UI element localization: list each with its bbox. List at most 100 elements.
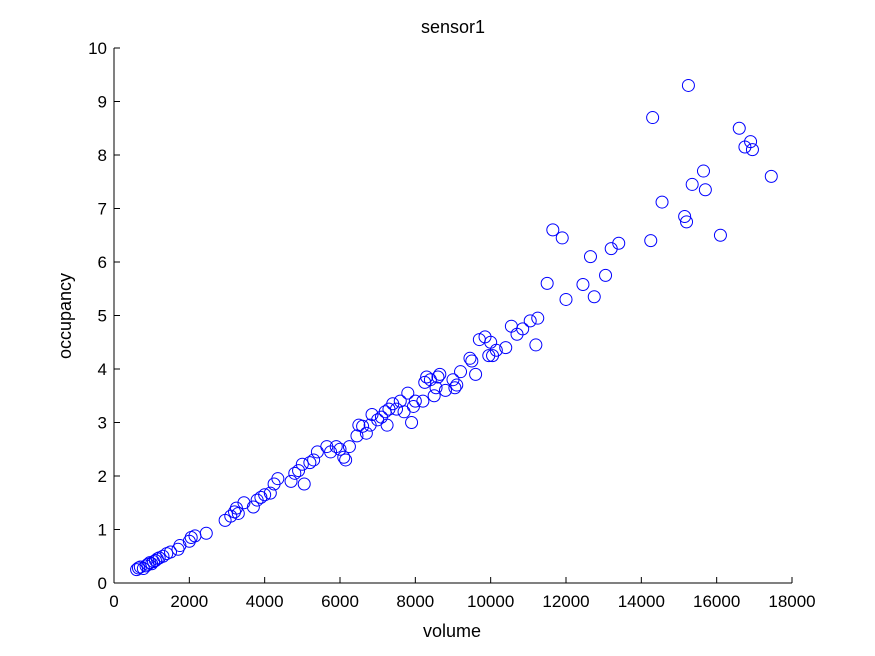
data-point — [655, 195, 669, 209]
data-point — [408, 394, 422, 408]
data-point — [173, 539, 187, 553]
data-point — [681, 78, 695, 92]
data-point — [130, 563, 144, 577]
data-point — [339, 453, 353, 467]
data-point — [246, 500, 260, 514]
chart-title: sensor1 — [421, 17, 485, 37]
data-point — [342, 440, 356, 454]
data-point — [463, 351, 477, 365]
data-point — [685, 177, 699, 191]
x-tick-label: 2000 — [170, 592, 208, 611]
data-point — [516, 322, 530, 336]
data-point — [438, 383, 452, 397]
data-points — [130, 78, 778, 577]
data-point — [258, 488, 272, 502]
data-point — [359, 426, 373, 440]
data-point — [576, 277, 590, 291]
x-tick-label: 0 — [109, 592, 118, 611]
data-point — [431, 370, 445, 384]
data-point — [612, 236, 626, 250]
data-point — [559, 292, 573, 306]
x-tick-label: 6000 — [321, 592, 359, 611]
data-point — [583, 250, 597, 264]
data-point — [680, 215, 694, 229]
x-axis-title: volume — [423, 621, 481, 641]
data-point — [420, 370, 434, 384]
x-tick-label: 10000 — [467, 592, 514, 611]
data-point — [499, 341, 513, 355]
y-tick-label: 3 — [98, 414, 107, 433]
data-point — [131, 561, 145, 575]
x-tick-label: 4000 — [246, 592, 284, 611]
x-tick-label: 18000 — [768, 592, 815, 611]
data-point — [237, 496, 251, 510]
data-point — [416, 394, 430, 408]
data-point — [599, 268, 613, 282]
y-axis-title: occupancy — [55, 273, 75, 359]
x-tick-label: 12000 — [542, 592, 589, 611]
y-tick-label: 8 — [98, 146, 107, 165]
data-point — [745, 143, 759, 157]
data-point — [337, 450, 351, 464]
data-point — [454, 365, 468, 379]
data-point — [448, 381, 462, 395]
data-point — [764, 169, 778, 183]
data-point — [156, 549, 170, 563]
data-point — [292, 464, 306, 478]
data-point — [271, 472, 285, 486]
data-point — [405, 416, 419, 429]
data-point — [696, 164, 710, 178]
y-tick-label: 1 — [98, 521, 107, 540]
data-point — [356, 419, 370, 433]
y-tick-label: 7 — [98, 200, 107, 219]
data-point — [199, 526, 213, 540]
x-tick-label: 8000 — [396, 592, 434, 611]
data-point — [465, 354, 479, 368]
data-point — [429, 381, 443, 395]
data-point — [732, 121, 746, 135]
data-point — [303, 456, 317, 470]
data-point — [540, 276, 554, 290]
data-point — [427, 389, 441, 403]
y-tick-label: 4 — [98, 360, 107, 379]
data-point — [295, 457, 309, 471]
data-point — [646, 111, 660, 125]
data-point — [698, 183, 712, 197]
y-tick-label: 0 — [98, 574, 107, 593]
data-point — [418, 375, 432, 389]
data-point — [523, 314, 537, 328]
data-point — [380, 418, 394, 432]
data-point — [297, 477, 311, 491]
y-tick-label: 9 — [98, 93, 107, 112]
data-point — [529, 338, 543, 352]
data-point — [254, 490, 268, 504]
x-tick-label: 14000 — [618, 592, 665, 611]
data-point — [164, 545, 177, 559]
y-tick-label: 5 — [98, 307, 107, 326]
data-point — [678, 210, 692, 224]
data-point — [587, 290, 601, 304]
data-point — [546, 223, 560, 237]
y-tick-label: 2 — [98, 467, 107, 486]
data-point — [329, 440, 343, 454]
data-point — [744, 135, 758, 149]
data-point — [644, 234, 658, 248]
data-point — [713, 228, 727, 242]
plot-area — [113, 48, 792, 584]
data-point — [350, 429, 364, 443]
data-point — [333, 442, 347, 456]
axis-ticks: 0 2000 4000 6000 8000 10000 12000 14000 16000 180… — [88, 39, 816, 611]
data-point — [390, 402, 403, 416]
data-point — [288, 466, 302, 480]
data-point — [489, 343, 503, 357]
data-point — [555, 231, 569, 245]
plot-background — [114, 48, 792, 583]
data-point — [148, 554, 162, 568]
data-point — [401, 386, 415, 400]
data-point — [307, 453, 321, 467]
data-point — [231, 506, 245, 520]
data-point — [531, 311, 545, 325]
data-point — [433, 367, 447, 381]
data-point — [450, 378, 464, 392]
